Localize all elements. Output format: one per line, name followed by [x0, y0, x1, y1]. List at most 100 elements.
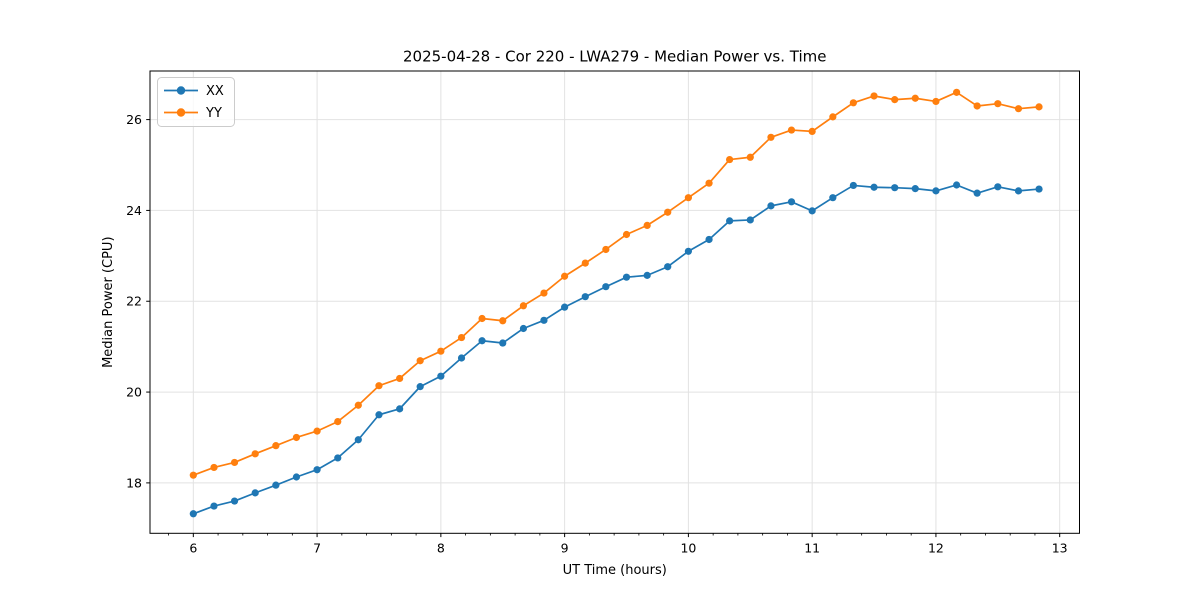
data-point-YY — [829, 113, 837, 121]
data-point-YY — [973, 102, 981, 110]
data-point-XX — [891, 184, 899, 192]
data-point-XX — [230, 497, 239, 505]
legend-label: XX — [206, 84, 224, 99]
data-point-YY — [519, 302, 528, 310]
data-point-XX — [416, 383, 424, 391]
data-point-YY — [272, 442, 280, 450]
data-point-YY — [891, 96, 899, 104]
data-point-YY — [416, 357, 424, 365]
data-point-XX — [973, 189, 981, 197]
data-point-XX — [849, 181, 857, 190]
data-point-XX — [313, 466, 321, 474]
data-point-XX — [808, 207, 816, 215]
data-point-XX — [499, 339, 507, 347]
data-point-XX — [746, 216, 754, 224]
x-tick-label: 8 — [437, 540, 445, 555]
data-point-XX — [622, 273, 631, 281]
y-tick-label: 22 — [126, 294, 142, 309]
data-point-YY — [210, 463, 218, 472]
data-point-YY — [437, 347, 445, 355]
data-point-XX — [911, 185, 919, 193]
data-point-YY — [870, 92, 878, 100]
data-point-XX — [994, 183, 1002, 191]
data-point-YY — [953, 88, 961, 96]
data-point-XX — [396, 405, 404, 413]
legend-marker — [176, 86, 186, 95]
data-point-YY — [561, 272, 569, 280]
data-point-YY — [189, 471, 197, 479]
data-point-XX — [767, 202, 775, 210]
data-point-XX — [1035, 185, 1043, 193]
data-point-YY — [354, 401, 362, 409]
data-point-YY — [499, 317, 507, 325]
y-axis-label: Median Power (CPU) — [101, 236, 116, 367]
data-point-YY — [478, 314, 486, 323]
data-point-XX — [932, 187, 940, 195]
x-tick-label: 13 — [1052, 540, 1068, 555]
data-point-YY — [375, 382, 383, 390]
data-point-XX — [272, 481, 280, 489]
legend-marker — [176, 108, 186, 117]
data-point-YY — [726, 155, 734, 164]
chart-title: 2025-04-28 - Cor 220 - LWA279 - Median P… — [403, 48, 827, 66]
data-point-XX — [787, 198, 796, 206]
data-point-YY — [1014, 105, 1023, 113]
y-tick-label: 24 — [126, 203, 142, 218]
data-point-YY — [767, 133, 775, 141]
data-point-YY — [787, 126, 796, 134]
series-line-YY — [192, 91, 1040, 477]
data-point-XX — [519, 324, 528, 333]
axis-ticks — [146, 119, 1061, 538]
series-XX — [189, 181, 1043, 518]
data-point-XX — [643, 271, 651, 279]
data-point-YY — [313, 427, 321, 435]
data-point-YY — [684, 194, 692, 202]
data-point-XX — [437, 372, 445, 380]
x-tick-label: 9 — [561, 540, 569, 555]
data-point-YY — [808, 127, 816, 135]
data-point-XX — [726, 217, 734, 225]
data-point-XX — [561, 303, 569, 311]
data-point-YY — [581, 259, 589, 267]
data-point-XX — [540, 316, 548, 324]
data-point-XX — [375, 411, 383, 419]
data-point-YY — [911, 94, 919, 102]
data-point-YY — [602, 245, 610, 254]
data-point-YY — [457, 333, 466, 342]
data-point-XX — [334, 454, 342, 462]
data-point-XX — [664, 263, 672, 271]
x-tick-label: 12 — [928, 540, 944, 555]
y-tick-label: 20 — [126, 385, 142, 400]
series-YY — [189, 88, 1043, 479]
data-point-YY — [540, 289, 548, 297]
x-tick-label: 10 — [680, 540, 696, 555]
legend-label: YY — [205, 106, 222, 121]
x-tick-label: 11 — [804, 540, 820, 555]
data-point-YY — [994, 100, 1002, 108]
grid-lines — [150, 71, 1080, 534]
legend-item-YY: YY — [164, 106, 222, 121]
data-point-XX — [581, 293, 589, 301]
legend: XX YY — [157, 77, 235, 127]
series-line-XX — [192, 184, 1040, 515]
data-point-XX — [478, 337, 486, 345]
data-point-YY — [932, 97, 940, 106]
data-point-YY — [643, 221, 651, 229]
data-point-XX — [457, 354, 466, 362]
data-point-XX — [354, 436, 362, 444]
data-point-YY — [664, 208, 672, 216]
y-tick-label: 26 — [126, 112, 142, 127]
data-point-XX — [705, 235, 713, 244]
axis-tick-labels: 6 7 8 9 10 11 12 13 18 20 22 24 26 — [126, 112, 1068, 555]
x-tick-label: 6 — [189, 540, 197, 555]
series-layer — [189, 88, 1043, 518]
x-axis-label: UT Time (hours) — [563, 563, 667, 578]
data-point-XX — [953, 181, 961, 189]
data-point-YY — [849, 99, 857, 107]
data-point-XX — [684, 247, 692, 255]
y-tick-label: 18 — [126, 475, 142, 490]
data-point-XX — [210, 502, 218, 510]
x-tick-label: 7 — [313, 540, 321, 555]
